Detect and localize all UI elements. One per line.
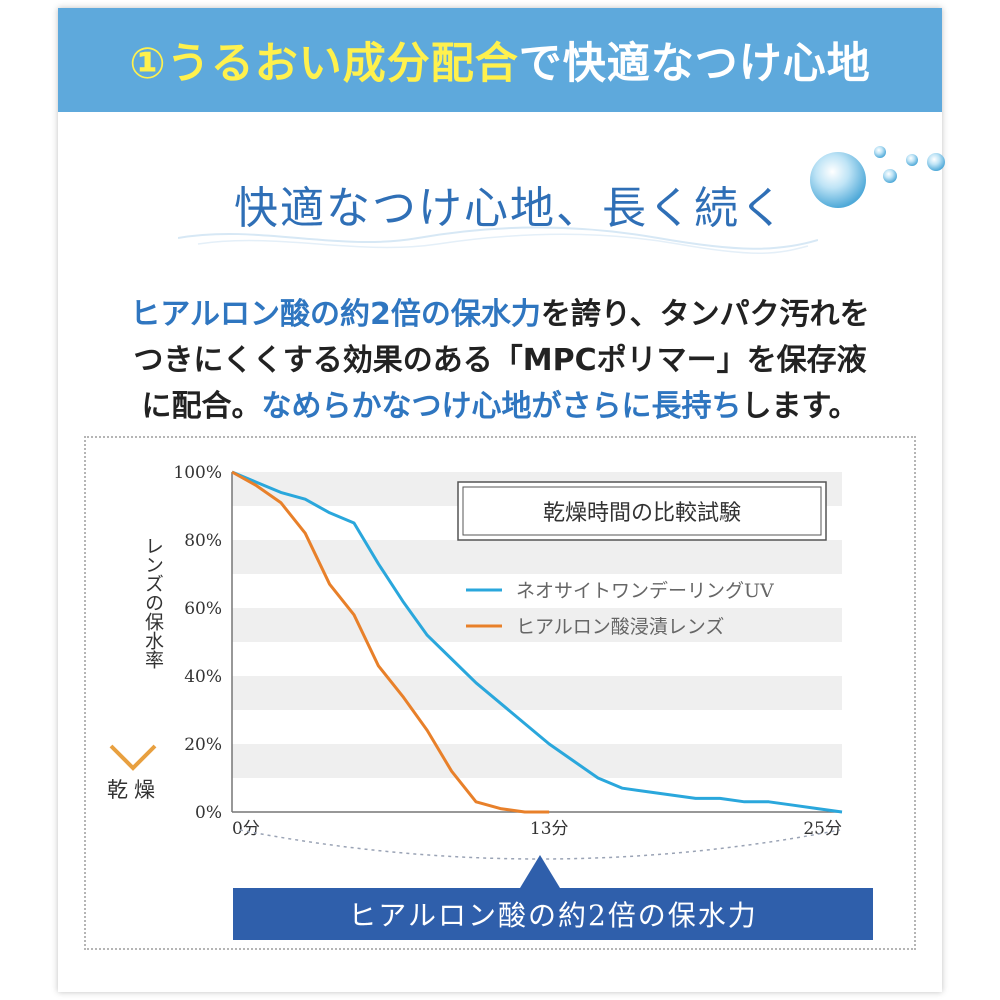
chart-frame: [84, 436, 916, 950]
description-line-2: つきにくくする効果のある「MPCポリマー」を保存液: [133, 343, 867, 378]
description-text-3a: に配合。: [141, 389, 262, 424]
subtitle: 快適なつけ心地、長く続く: [234, 183, 786, 234]
description: ヒアルロン酸の約2倍の保水力を誇り、タンパク汚れを つきにくくする効果のある「M…: [90, 292, 910, 430]
description-line-3: に配合。なめらかなつけ心地がさらに長持ちします。: [90, 384, 910, 430]
callout-banner: ヒアルロン酸の約2倍の保水力: [233, 888, 873, 940]
description-text-1: を誇り、タンパク汚れを: [540, 297, 870, 332]
water-drops-icon: [810, 146, 945, 208]
banner-rest: で快適なつけ心地: [518, 39, 871, 89]
description-highlight-2: なめらかなつけ心地がさらに長持ち: [261, 389, 742, 424]
banner-highlight: ①うるおい成分配合: [129, 39, 519, 89]
banner-title: ①うるおい成分配合で快適なつけ心地: [129, 29, 870, 91]
description-text-3b: します。: [741, 389, 859, 424]
wave-decoration: [178, 226, 818, 254]
header-banner: ①うるおい成分配合で快適なつけ心地: [58, 8, 942, 112]
description-line-1: ヒアルロン酸の約2倍の保水力を誇り、タンパク汚れを: [90, 292, 910, 338]
description-highlight-1: ヒアルロン酸の約2倍の保水力: [130, 297, 541, 332]
